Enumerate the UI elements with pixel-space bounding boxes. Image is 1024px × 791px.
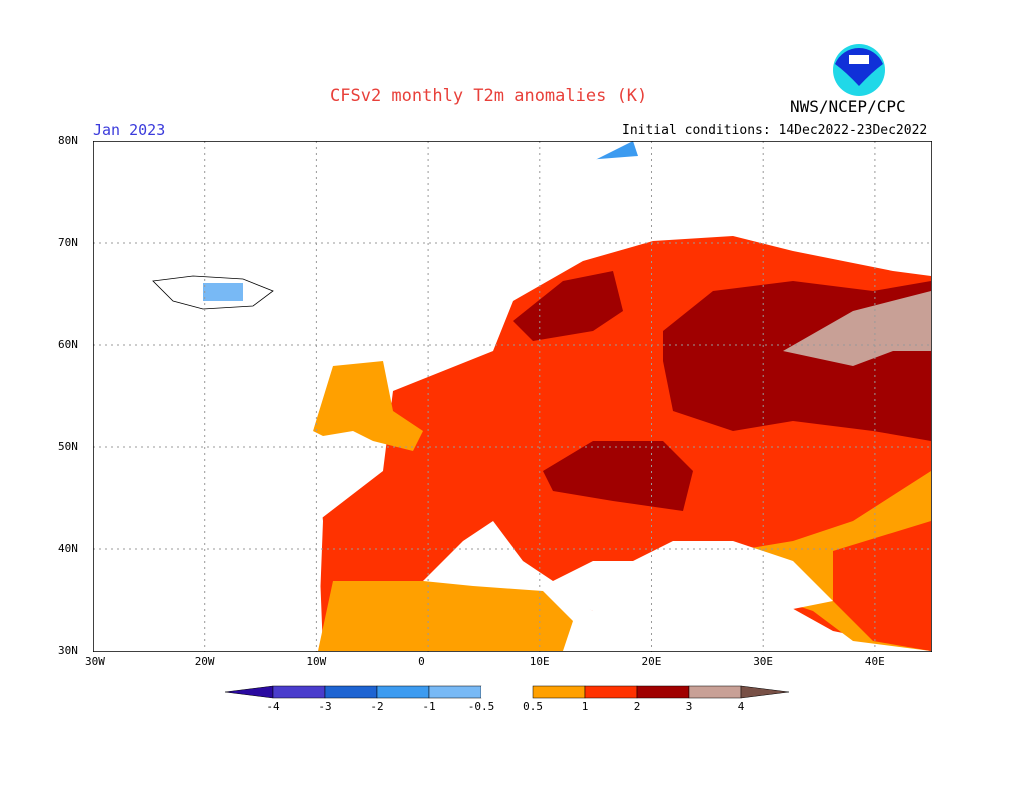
atlantic-no-anomaly bbox=[93, 141, 633, 652]
lon-label: 20W bbox=[194, 655, 215, 668]
lon-label: 30W bbox=[85, 655, 105, 668]
colorbar-segment bbox=[584, 685, 638, 699]
colorbar-segment bbox=[636, 685, 690, 699]
colorbar-tick-label: 3 bbox=[685, 700, 693, 713]
anomaly-0.5-1-uk bbox=[313, 361, 423, 451]
lat-label: 60N bbox=[58, 338, 78, 351]
anomaly-2-3-central bbox=[543, 441, 693, 511]
colorbar-arrow-high bbox=[740, 685, 790, 699]
lat-label: 50N bbox=[58, 440, 78, 453]
lon-label: 10W bbox=[306, 655, 327, 668]
initial-conditions: Initial conditions: 14Dec2022-23Dec2022 bbox=[622, 123, 928, 138]
lat-label: 40N bbox=[58, 542, 78, 555]
anomaly-0.5-1-africa bbox=[318, 581, 573, 651]
anomaly-2-3-scandinavia bbox=[513, 271, 623, 341]
lon-label: 0 bbox=[418, 655, 425, 668]
lat-label: 80N bbox=[58, 134, 78, 147]
anomaly-1-2-caucasus bbox=[833, 521, 931, 651]
anomaly-map bbox=[93, 141, 932, 652]
colorbar-segment bbox=[688, 685, 742, 699]
colorbar-segment bbox=[376, 685, 430, 699]
noaa-logo bbox=[833, 44, 885, 96]
colorbar-tick-label: -1 bbox=[422, 700, 436, 713]
colorbar-segment bbox=[428, 685, 482, 699]
lon-label: 40E bbox=[864, 655, 885, 668]
colorbar-segment bbox=[324, 685, 378, 699]
colorbar-segment bbox=[481, 686, 533, 698]
valid-month: Jan 2023 bbox=[93, 121, 166, 139]
lon-label: 10E bbox=[529, 655, 550, 668]
colorbar-tick-label: 4 bbox=[737, 700, 745, 713]
colorbar-tick-label: -4 bbox=[266, 700, 280, 713]
lat-label: 30N bbox=[58, 644, 78, 657]
colorbar-tick-label: 2 bbox=[633, 700, 641, 713]
chart-title: CFSv2 monthly T2m anomalies (K) bbox=[330, 86, 648, 106]
lon-label: 20E bbox=[641, 655, 662, 668]
lat-label: 70N bbox=[58, 236, 78, 249]
agency-label: NWS/NCEP/CPC bbox=[790, 97, 906, 116]
colorbar-tick-label: -0.5 bbox=[467, 700, 495, 713]
colorbar-tick-label: 1 bbox=[581, 700, 589, 713]
colorbar-tick-label: 0.5 bbox=[523, 700, 543, 713]
colorbar-tick-label: -2 bbox=[370, 700, 384, 713]
colorbar-tick-label: -3 bbox=[318, 700, 332, 713]
colorbar-segment bbox=[272, 685, 326, 699]
lon-label: 30E bbox=[753, 655, 774, 668]
iceland-neg bbox=[203, 283, 243, 301]
colorbar bbox=[225, 685, 790, 699]
anomaly-fill bbox=[93, 141, 931, 652]
graticule bbox=[93, 141, 932, 652]
colorbar-segment bbox=[532, 685, 586, 699]
anomaly-3-4 bbox=[783, 291, 931, 366]
colorbar-arrow-low bbox=[225, 685, 274, 699]
